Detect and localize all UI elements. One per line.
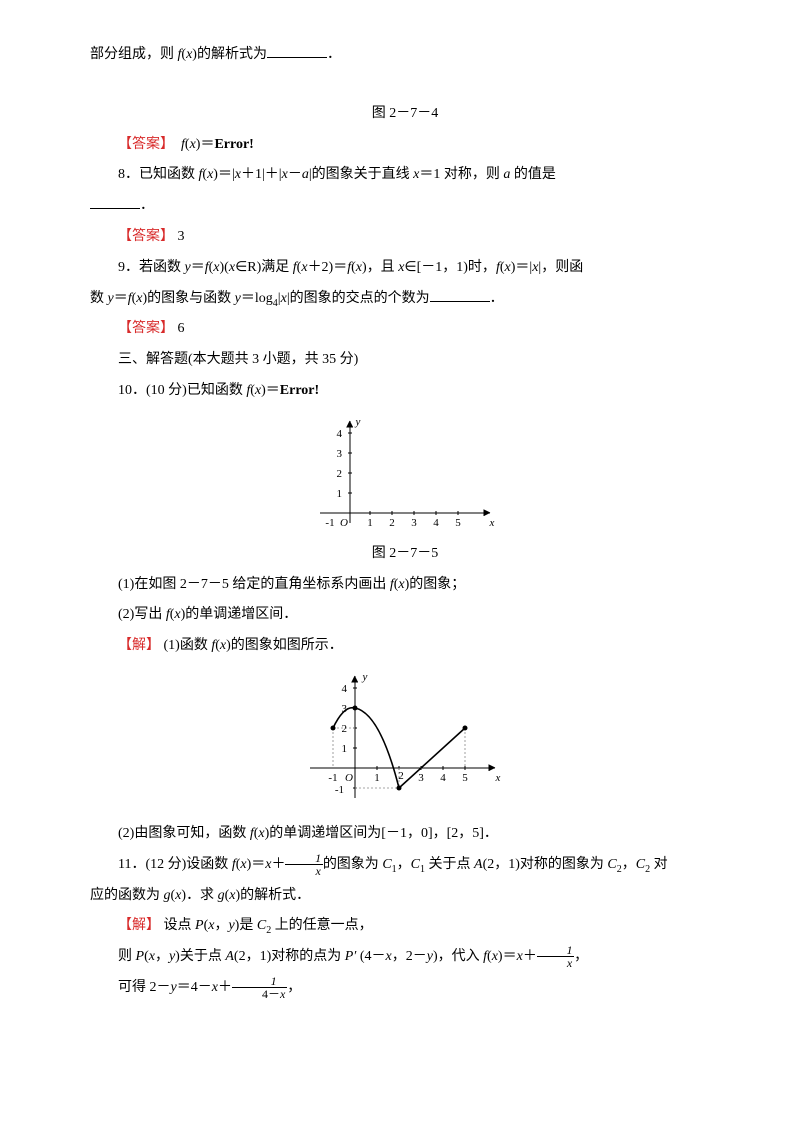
svg-text:5: 5 (455, 517, 461, 529)
coordinate-grid-curve: -1 O 1 2 3 4 5 1 2 3 4 -1 x y (300, 668, 510, 813)
svg-text:y: y (355, 416, 361, 428)
solution-11: 【解】 设点 P(x，y)是 C2 上的任意一点， (90, 911, 720, 942)
svg-text:O: O (340, 517, 348, 529)
answer-label: 【答案】 (118, 229, 174, 244)
svg-text:3: 3 (418, 772, 424, 784)
svg-text:3: 3 (342, 703, 348, 715)
svg-text:3: 3 (337, 448, 343, 460)
answer-7: 【答案】 f(x)＝Error! (90, 130, 720, 161)
svg-text:4: 4 (337, 428, 343, 440)
solution-10: 【解】 (1)函数 f(x)的图象如图所示． (90, 631, 720, 662)
fraction-icon: 1x (285, 852, 322, 877)
svg-text:2: 2 (389, 517, 395, 529)
fraction-icon: 14－x (232, 975, 287, 1000)
svg-text:4: 4 (440, 772, 446, 784)
svg-text:2: 2 (337, 468, 343, 480)
question-10: 10．(10 分)已知函数 f(x)＝Error! (90, 376, 720, 407)
svg-text:x: x (495, 772, 501, 784)
coordinate-grid-blank: -1 O 1 2 3 4 5 1 2 3 4 x y (310, 413, 500, 533)
svg-text:-1: -1 (328, 772, 337, 784)
svg-text:5: 5 (462, 772, 468, 784)
q10-part2: (2)写出 f(x)的单调递增区间． (90, 600, 720, 631)
svg-text:y: y (362, 671, 368, 683)
svg-text:-1: -1 (335, 784, 344, 796)
fraction-icon: 1x (537, 944, 574, 969)
solution-label: 【解】 (118, 638, 160, 653)
answer-label: 【答案】 (118, 137, 167, 152)
svg-text:-1: -1 (325, 517, 334, 529)
svg-text:2: 2 (342, 723, 348, 735)
svg-text:1: 1 (374, 772, 380, 784)
figure-label-275: 图 2－7－5 (90, 539, 720, 570)
svg-text:1: 1 (337, 488, 343, 500)
answer-9: 【答案】 6 (90, 314, 720, 345)
question-8: 8．已知函数 f(x)＝|x＋1|＋|x－a|的图象关于直线 x＝1 对称，则 … (90, 160, 720, 191)
q10-part1: (1)在如图 2－7－5 给定的直角坐标系内画出 f(x)的图象； (90, 570, 720, 601)
svg-text:2: 2 (398, 770, 404, 782)
solution-11-l3: 可得 2－y＝4－x＋14－x， (90, 973, 720, 1004)
answer-8: 【答案】 3 (90, 222, 720, 253)
solution-label: 【解】 (118, 918, 160, 933)
answer-label: 【答案】 (118, 321, 174, 336)
figure-label-274: 图 2－7－4 (90, 99, 720, 130)
svg-text:4: 4 (342, 683, 348, 695)
question-9: 9．若函数 y＝f(x)(x∈R)满足 f(x＋2)＝f(x)，且 x∈[－1，… (90, 253, 720, 284)
blank-fill (267, 44, 327, 58)
question-11: 11．(12 分)设函数 f(x)＝x＋1x的图象为 C1，C1 关于点 A(2… (90, 850, 720, 881)
svg-text:3: 3 (411, 517, 417, 529)
svg-text:x: x (489, 517, 495, 529)
solution-11-l2: 则 P(x，y)关于点 A(2，1)对称的点为 P′ (4－x，2－y)，代入 … (90, 942, 720, 973)
q10-answer2: (2)由图象可知，函数 f(x)的单调递增区间为[－1，0]，[2，5]． (90, 819, 720, 850)
line-fragment-top: 部分组成，则 f(x)的解析式为． (90, 40, 720, 71)
svg-text:O: O (345, 772, 353, 784)
section-3: 三、解答题(本大题共 3 小题，共 35 分) (90, 345, 720, 376)
svg-text:4: 4 (433, 517, 439, 529)
svg-text:1: 1 (342, 743, 348, 755)
svg-text:1: 1 (367, 517, 373, 529)
